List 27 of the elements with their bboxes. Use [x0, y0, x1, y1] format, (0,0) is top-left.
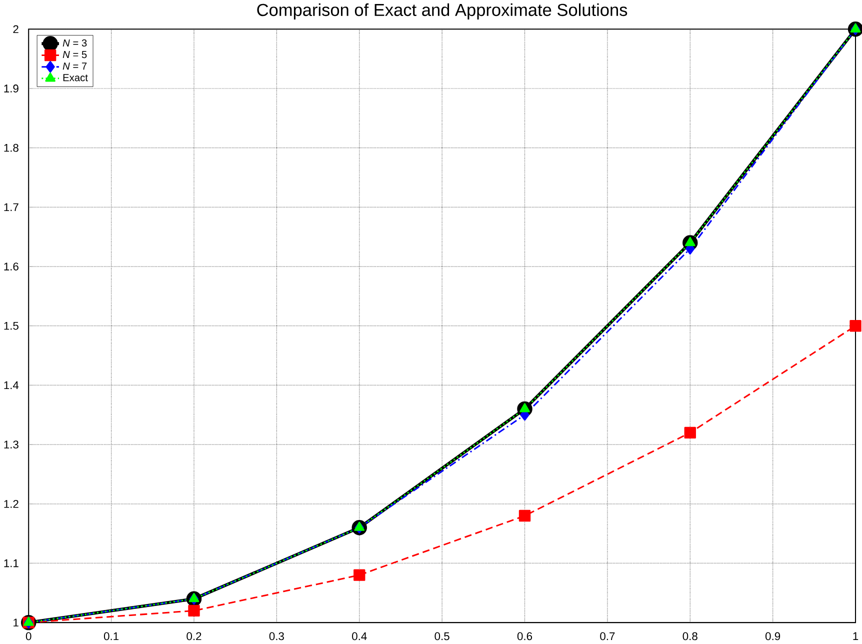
y-tick-label: 1	[14, 618, 18, 627]
legend-label: Exact	[63, 74, 88, 82]
x-tick-label: 0	[26, 632, 32, 640]
y-tick-label: 2	[13, 25, 18, 34]
x-tick-label: 0.6	[517, 632, 532, 640]
y-tick-label: 1.9	[4, 84, 18, 93]
legend-label: N = 7	[62, 62, 87, 70]
chart-title: Comparison of Exact and Approximate Solutions	[257, 4, 628, 20]
x-tick-label: 0.1	[104, 632, 119, 640]
y-tick-label: 1.1	[4, 560, 18, 568]
y-tick-label: 1.8	[4, 144, 18, 152]
x-tick-label: 1	[853, 632, 858, 640]
x-tick-label: 0.3	[269, 632, 284, 640]
y-tick-label: 1.4	[4, 382, 19, 390]
x-tick-label: 0.2	[186, 632, 202, 640]
x-tick-label: 0.8	[682, 632, 698, 640]
x-tick-label: 0.7	[600, 632, 615, 640]
y-tick-label: 1.3	[4, 440, 18, 449]
y-tick-label: 1.5	[4, 322, 18, 330]
x-tick-label: 0.4	[352, 632, 367, 640]
x-tick-label: 0.5	[434, 632, 450, 640]
legend-label: N = 5	[62, 51, 87, 58]
x-tick-label: 0.9	[765, 632, 780, 640]
legend-label: N = 3	[62, 40, 87, 47]
y-tick-label: 1.7	[4, 204, 18, 212]
y-tick-label: 1.2	[4, 500, 18, 508]
y-tick-label: 1.6	[4, 262, 18, 271]
